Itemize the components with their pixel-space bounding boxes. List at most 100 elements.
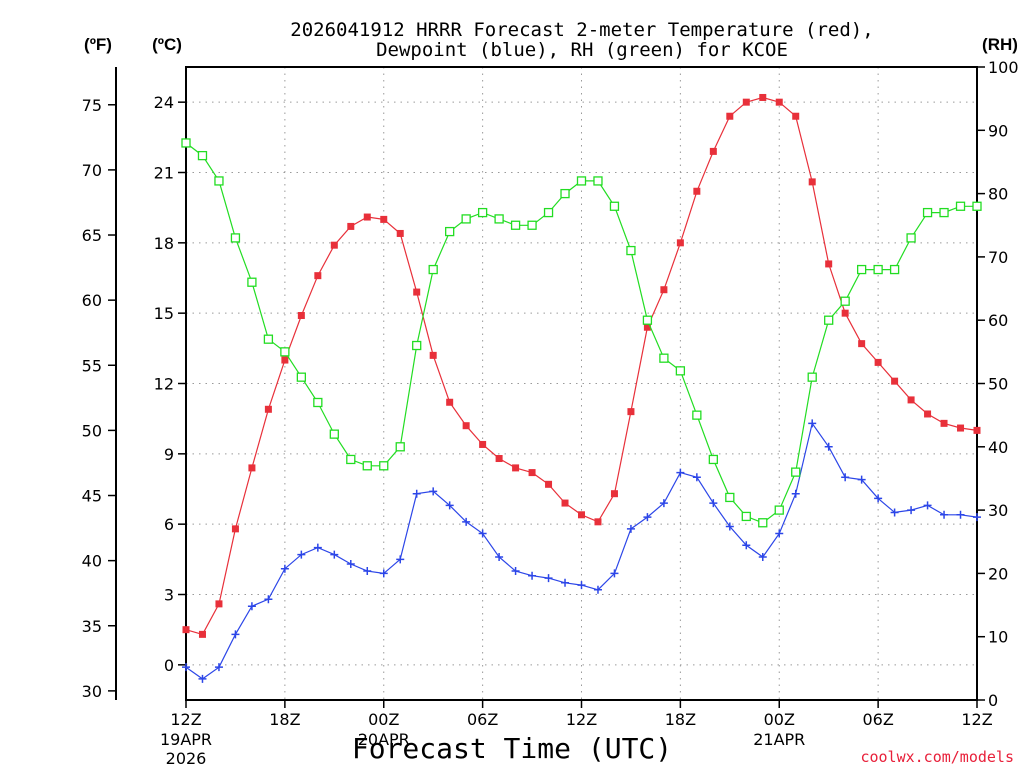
x-tick-label: 12Z — [961, 710, 992, 729]
rh-point — [972, 201, 982, 211]
dewpoint-point — [478, 529, 487, 538]
2-meter-temperature-point — [742, 98, 750, 106]
2-meter-temperature-point — [808, 178, 816, 186]
2-meter-temperature-point — [709, 147, 717, 155]
axes: 30 35 40 45 50 55 60 65 70 75 0 3 6 9 12 15 18 21 24 0 10 20 3… — [82, 58, 1019, 768]
2-meter-temperature-point — [314, 272, 322, 280]
2-meter-temperature-point — [693, 187, 701, 195]
rh-point — [758, 518, 768, 528]
x-tick-label: 00Z — [764, 710, 795, 729]
dewpoint-point — [330, 550, 339, 559]
x-tick-label: 18Z — [269, 710, 300, 729]
rh-tick-label: 20 — [988, 564, 1008, 583]
dewpoint-point — [429, 487, 438, 496]
rh-tick-label: 30 — [988, 501, 1008, 520]
x-axis-title: Forecast Time (UTC) — [352, 732, 672, 765]
rh-point — [197, 150, 208, 161]
rh-point — [609, 201, 620, 211]
dewpoint-point — [495, 552, 504, 561]
dewpoint-point — [841, 473, 850, 482]
dewpoint-point — [725, 522, 734, 531]
rh-point — [510, 220, 521, 230]
rh-point — [379, 461, 389, 471]
2-meter-temperature-point — [924, 410, 932, 418]
dewpoint-point — [808, 419, 817, 428]
rh-line — [185, 142, 977, 524]
2-meter-temperature-point — [215, 600, 223, 608]
rh-tick-label: 10 — [988, 628, 1008, 647]
dewpoint-point — [182, 663, 190, 672]
dewpoint-point — [940, 510, 949, 519]
fahrenheit-tick-label: 40 — [82, 552, 102, 571]
celsius-tick-label: 21 — [154, 164, 174, 183]
2-meter-temperature-point — [363, 213, 371, 221]
rh-point — [461, 214, 471, 224]
dewpoint-point — [264, 595, 273, 604]
2-meter-temperature-point — [907, 396, 915, 404]
rh-point — [791, 467, 801, 477]
2-meter-temperature-point — [643, 323, 651, 331]
2-meter-temperature-point — [561, 499, 569, 507]
fahrenheit-tick-label: 45 — [82, 487, 102, 506]
rh-point — [708, 454, 718, 465]
2-meter-temperature-point — [825, 260, 833, 268]
rh-point — [230, 233, 241, 243]
rh-point — [889, 264, 900, 275]
rh-point — [824, 315, 834, 325]
dewpoint-point — [610, 569, 619, 578]
rh-point — [774, 505, 784, 515]
dewpoint-point — [462, 517, 471, 526]
fahrenheit-tick-label: 50 — [82, 421, 102, 440]
rh-point — [296, 372, 307, 382]
rh-point — [692, 410, 702, 420]
rh-point — [576, 176, 587, 186]
rh-point — [675, 366, 686, 376]
rh-tick-label: 40 — [988, 438, 1008, 457]
rh-point — [856, 264, 867, 275]
2-meter-temperature-point — [264, 405, 272, 413]
x-tick-label: 06Z — [467, 710, 498, 729]
rh-point — [527, 220, 537, 230]
rh-point — [560, 188, 570, 199]
fahrenheit-tick-label: 75 — [82, 96, 102, 115]
2-meter-temperature-point — [380, 215, 388, 223]
2-meter-temperature-point — [512, 464, 520, 472]
2-meter-temperature-point — [528, 469, 536, 477]
credit-text: coolwx.com/models — [860, 748, 1014, 766]
dewpoint-point — [890, 508, 899, 517]
2-meter-temperature-point — [429, 351, 437, 359]
rh-point — [543, 207, 554, 218]
fahrenheit-tick-label: 70 — [82, 161, 102, 180]
rh-point — [346, 454, 356, 465]
celsius-tick-label: 18 — [154, 234, 174, 253]
dewpoint-line — [185, 421, 978, 680]
rh-tick-label: 100 — [988, 58, 1019, 77]
rh-point — [445, 226, 455, 237]
2-meter-temperature-point — [198, 630, 206, 638]
rh-point — [922, 207, 933, 218]
dewpoint-point — [742, 541, 751, 550]
rh-tick-label: 90 — [988, 121, 1008, 140]
dewpoint-point — [231, 630, 240, 639]
dewpoint-point — [511, 567, 520, 576]
rh-point — [263, 334, 274, 344]
grid-lines — [186, 67, 977, 700]
celsius-tick-label: 15 — [154, 304, 174, 323]
2-meter-temperature-point — [676, 239, 684, 247]
fahrenheit-tick-label: 55 — [82, 356, 102, 375]
2-meter-temperature-point — [940, 419, 948, 427]
dewpoint-point — [643, 513, 652, 522]
chart-title-line-2: Dewpoint (blue), RH (green) for KCOE — [376, 39, 788, 61]
2-meter-temperature-point — [231, 525, 239, 533]
rh-point — [181, 138, 191, 148]
dewpoint-point — [874, 494, 883, 503]
dewpoint-point — [544, 574, 553, 583]
2-meter-temperature-point — [330, 241, 338, 249]
celsius-tick-label: 12 — [154, 375, 174, 394]
2-meter-temperature-point — [545, 480, 553, 488]
2-meter-temperature-point — [479, 440, 487, 448]
2-meter-temperature-point — [627, 408, 635, 416]
fahrenheit-tick-label: 60 — [82, 291, 102, 310]
2-meter-temperature-point — [841, 309, 849, 317]
